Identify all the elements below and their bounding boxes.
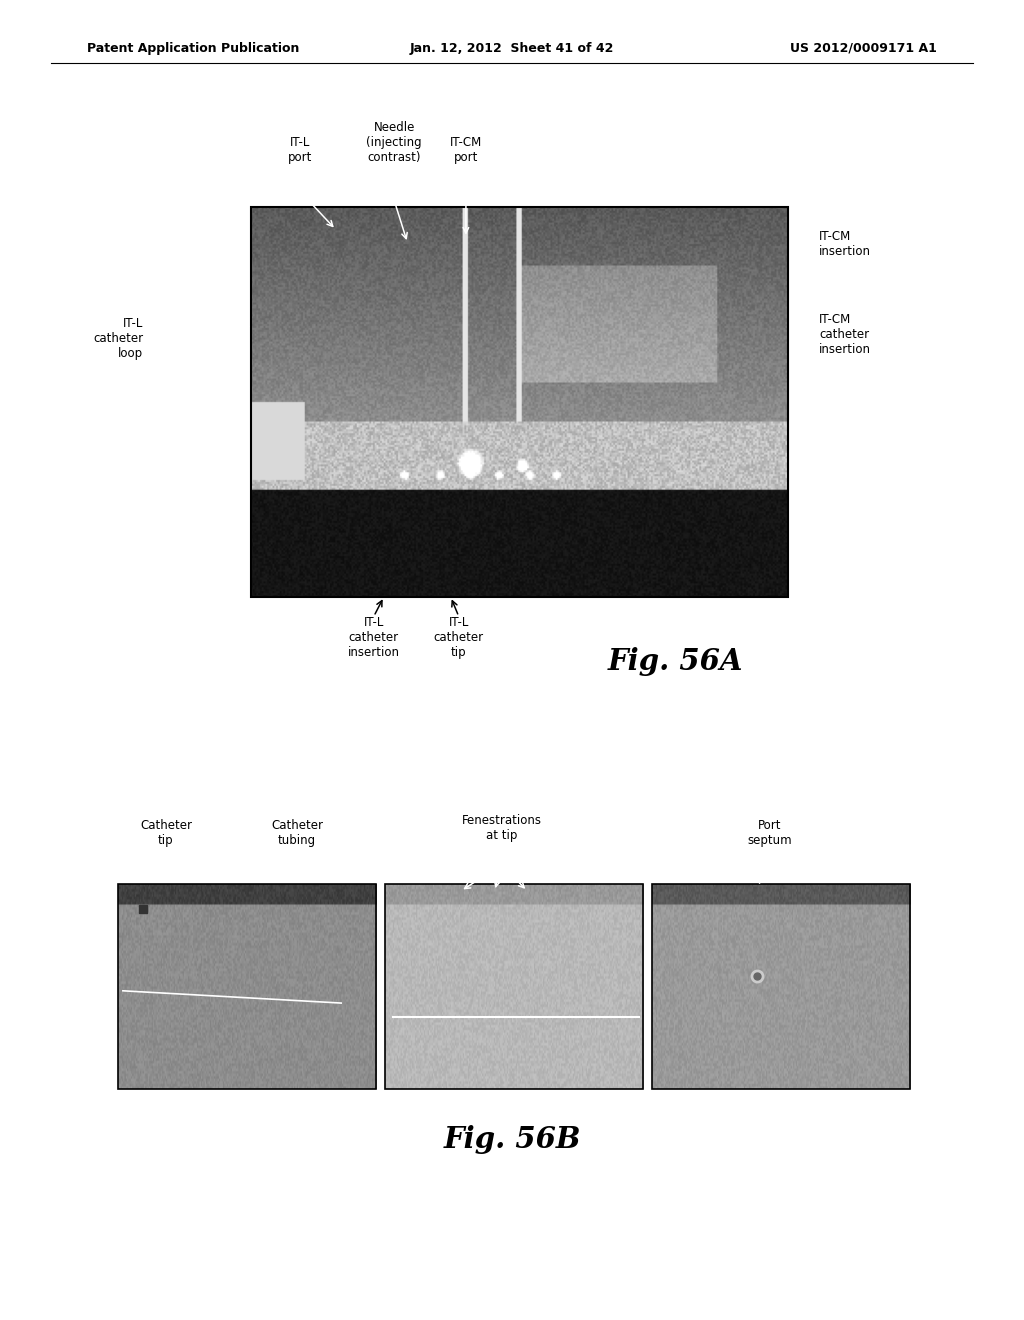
Text: IT-L
catheter
loop: IT-L catheter loop [93,317,143,360]
Text: Jan. 12, 2012  Sheet 41 of 42: Jan. 12, 2012 Sheet 41 of 42 [410,42,614,54]
Text: Catheter
tip: Catheter tip [140,820,191,847]
Bar [385,884,643,1089]
Text: Catheter
tubing: Catheter tubing [271,820,323,847]
Text: Patent Application Publication: Patent Application Publication [87,42,299,54]
Text: IT-CM
catheter
insertion: IT-CM catheter insertion [819,313,871,356]
Text: IT-CM
port: IT-CM port [450,136,482,164]
Bar [118,884,377,1089]
Text: IT-CM
insertion: IT-CM insertion [819,230,871,257]
Text: Fig. 56A: Fig. 56A [608,647,743,676]
Text: IT-L
catheter
insertion: IT-L catheter insertion [348,616,399,660]
Text: US 2012/0009171 A1: US 2012/0009171 A1 [791,42,937,54]
Bar [651,884,910,1089]
Text: Fig. 56B: Fig. 56B [443,1125,581,1154]
Text: Port
septum: Port septum [748,820,793,847]
Text: IT-L
catheter
tip: IT-L catheter tip [434,616,483,660]
Text: Fenestrations
at tip: Fenestrations at tip [462,814,542,842]
Bar [251,207,788,597]
Text: Needle
(injecting
contrast): Needle (injecting contrast) [367,120,422,164]
Text: IT-L
port: IT-L port [288,136,312,164]
